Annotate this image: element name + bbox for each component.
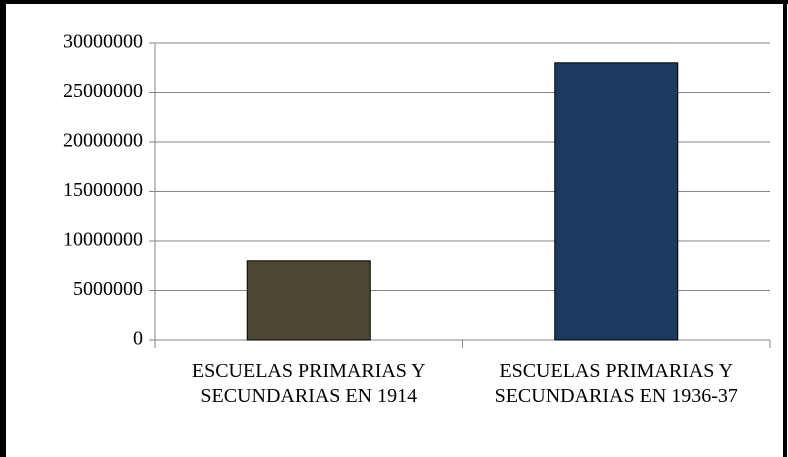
y-tick-label: 25000000 bbox=[63, 80, 143, 102]
y-tick-label: 15000000 bbox=[63, 179, 143, 201]
y-tick-label: 0 bbox=[133, 328, 143, 350]
x-tick-label: ESCUELAS PRIMARIAS Y SECUNDARIAS EN 1936-… bbox=[495, 360, 738, 407]
x-tick-label: ESCUELAS PRIMARIAS Y SECUNDARIAS EN 1914 bbox=[192, 360, 426, 407]
y-tick-label: 30000000 bbox=[63, 31, 143, 53]
bar bbox=[554, 62, 679, 341]
bar bbox=[246, 260, 371, 341]
y-tick-label: 20000000 bbox=[63, 130, 143, 152]
y-tick-label: 10000000 bbox=[63, 229, 143, 251]
y-tick-label: 5000000 bbox=[73, 278, 143, 300]
